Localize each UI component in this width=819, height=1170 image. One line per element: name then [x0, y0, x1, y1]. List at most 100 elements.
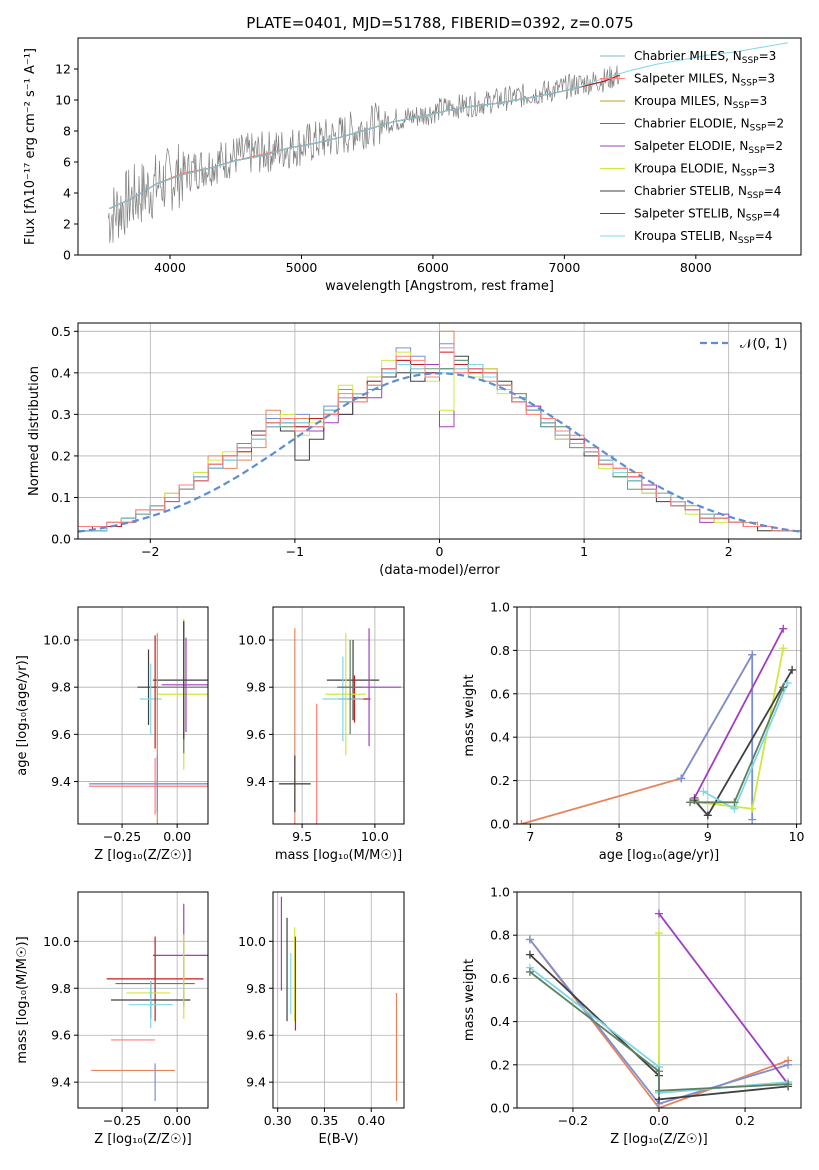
y-tick-label: 4 [63, 186, 71, 201]
y-axis-label: mass [log₁₀(M/M☉)] [15, 936, 30, 1063]
y-tick-label: 1.0 [490, 885, 510, 900]
legend-label: Salpeter ELODIE, NSSP=2 [634, 139, 783, 156]
mass-weight-marker [517, 820, 526, 824]
y-tick-label: 9.4 [51, 1075, 71, 1090]
y-tick-label: 1.0 [490, 600, 510, 615]
mass-weight-marker [525, 935, 534, 944]
x-tick-label: 5000 [286, 260, 318, 275]
mass-weight-line [690, 686, 785, 804]
y-tick-label: 0.3 [51, 407, 71, 422]
plot-area [89, 618, 208, 824]
y-tick-label: 9.8 [246, 680, 266, 695]
x-tick-label: −2 [141, 544, 159, 559]
axes-frame [272, 891, 405, 1109]
x-tick-label: 0.35 [311, 1113, 339, 1128]
mass-weight-marker [784, 1060, 793, 1069]
x-tick-label: 0 [436, 544, 444, 559]
mass-weight-marker [748, 815, 757, 824]
y-tick-label: 0.6 [490, 686, 510, 701]
x-tick-label: 6000 [417, 260, 449, 275]
y-tick-label: 0.0 [490, 817, 510, 832]
y-tick-label: 9.6 [246, 727, 266, 742]
x-tick-label: 0.2 [735, 1113, 755, 1128]
spectrum-legend: Chabrier MILES, NSSP=3 Salpeter MILES, NS… [600, 49, 784, 246]
y-tick-label: 0.2 [490, 773, 510, 788]
model-spectrum-line [109, 42, 788, 209]
legend-label: Salpeter MILES, NSSP=3 [634, 72, 775, 89]
mass-weight-marker [748, 804, 757, 813]
mass-weight-line [658, 913, 789, 1085]
x-tick-label: 8000 [680, 260, 712, 275]
x-tick-label: −1 [286, 544, 304, 559]
x-axis-label: Z [log₁₀(Z/Z☉)] [610, 1132, 707, 1147]
x-tick-label: 1 [580, 544, 588, 559]
legend-label: Kroupa STELIB, NSSP=4 [634, 229, 772, 246]
y-tick-label: 9.6 [51, 727, 71, 742]
legend-label: Chabrier STELIB, NSSP=4 [634, 184, 782, 201]
legend-label-subscript: SSP [746, 214, 763, 224]
model-spectrum-line [109, 96, 537, 209]
x-axis-label: mass [log₁₀(M/M☉)] [275, 848, 402, 863]
x-tick-label: 0.0 [649, 1113, 669, 1128]
legend-label-subscript: SSP [733, 101, 750, 111]
legend-label-value: =2 [765, 139, 783, 153]
legend-label: Salpeter STELIB, NSSP=4 [634, 207, 780, 224]
y-axis-label: mass weight [462, 959, 477, 1041]
model-spectrum-line [109, 96, 537, 209]
mass-weight-marker [748, 650, 757, 659]
y-tick-label: 0.0 [51, 532, 71, 547]
mass-weight-marker [779, 624, 788, 633]
legend-label-value: =3 [750, 94, 768, 108]
mass-weight-marker [779, 644, 788, 653]
x-axis-label: Z [log₁₀(Z/Z☉)] [94, 848, 191, 863]
y-tick-label: 9.8 [51, 680, 71, 695]
legend-label-value: =3 [757, 162, 775, 176]
x-tick-label: 7 [526, 829, 534, 844]
plot-area [78, 330, 801, 533]
legend-label-value: =2 [766, 117, 784, 131]
mass-weight-marker [677, 774, 686, 783]
y-tick-label: 6 [63, 155, 71, 170]
mass-weight-marker [655, 1086, 663, 1095]
y-tick-label: 10.0 [238, 633, 266, 648]
legend-label: Chabrier MILES, NSSP=3 [634, 49, 776, 66]
legend-label-subscript: SSP [747, 191, 764, 201]
x-tick-label: 2 [725, 544, 733, 559]
y-tick-label: 8 [63, 124, 71, 139]
x-tick-label: 8 [615, 829, 623, 844]
mass-weight-marker [525, 967, 534, 976]
y-tick-label: 9.8 [246, 981, 266, 996]
plot-area [280, 896, 398, 1101]
legend-label: 𝒩(0, 1) [740, 337, 787, 352]
x-tick-label: 7000 [548, 260, 580, 275]
legend-label-value: =3 [757, 72, 775, 86]
legend-label: Kroupa MILES, NSSP=3 [634, 94, 767, 111]
y-axis-label: mass weight [462, 674, 477, 756]
massweight-vs-age-panel: 7 8 9 10 0.0 0.2 0.4 0.6 0.8 1.0 age [log₁₀(age/yr… [462, 600, 805, 864]
plot-area [107, 42, 788, 243]
y-tick-label: 0.2 [51, 448, 71, 463]
mass-weight-marker [784, 1080, 793, 1089]
axes-frame [272, 606, 405, 825]
legend-label-value: =4 [755, 229, 773, 243]
x-axis-label: Z [log₁₀(Z/Z☉)] [94, 1132, 191, 1147]
x-tick-label: 10.0 [361, 829, 389, 844]
legend-label-subscript: SSP [750, 124, 767, 134]
legend-label-subscript: SSP [741, 79, 758, 89]
x-axis-label: E(B-V) [318, 1132, 358, 1147]
axes-frame [77, 37, 802, 256]
mass-weight-marker [655, 1067, 663, 1076]
y-tick-label: 9.4 [51, 774, 71, 789]
observed-spectrum-line [107, 65, 620, 243]
x-tick-label: 10 [789, 829, 805, 844]
y-tick-label: 9.4 [246, 774, 266, 789]
y-tick-label: 10.0 [238, 934, 266, 949]
y-tick-label: 12 [55, 62, 71, 77]
legend-label-subscript: SSP [738, 236, 755, 246]
y-tick-label: 0.5 [51, 324, 71, 339]
y-axis-label: Normed distribution [27, 366, 42, 496]
y-tick-label: 9.4 [246, 1075, 266, 1090]
x-tick-label: 9 [704, 829, 712, 844]
plot-area [517, 624, 797, 824]
x-tick-label: 0.40 [357, 1113, 385, 1128]
